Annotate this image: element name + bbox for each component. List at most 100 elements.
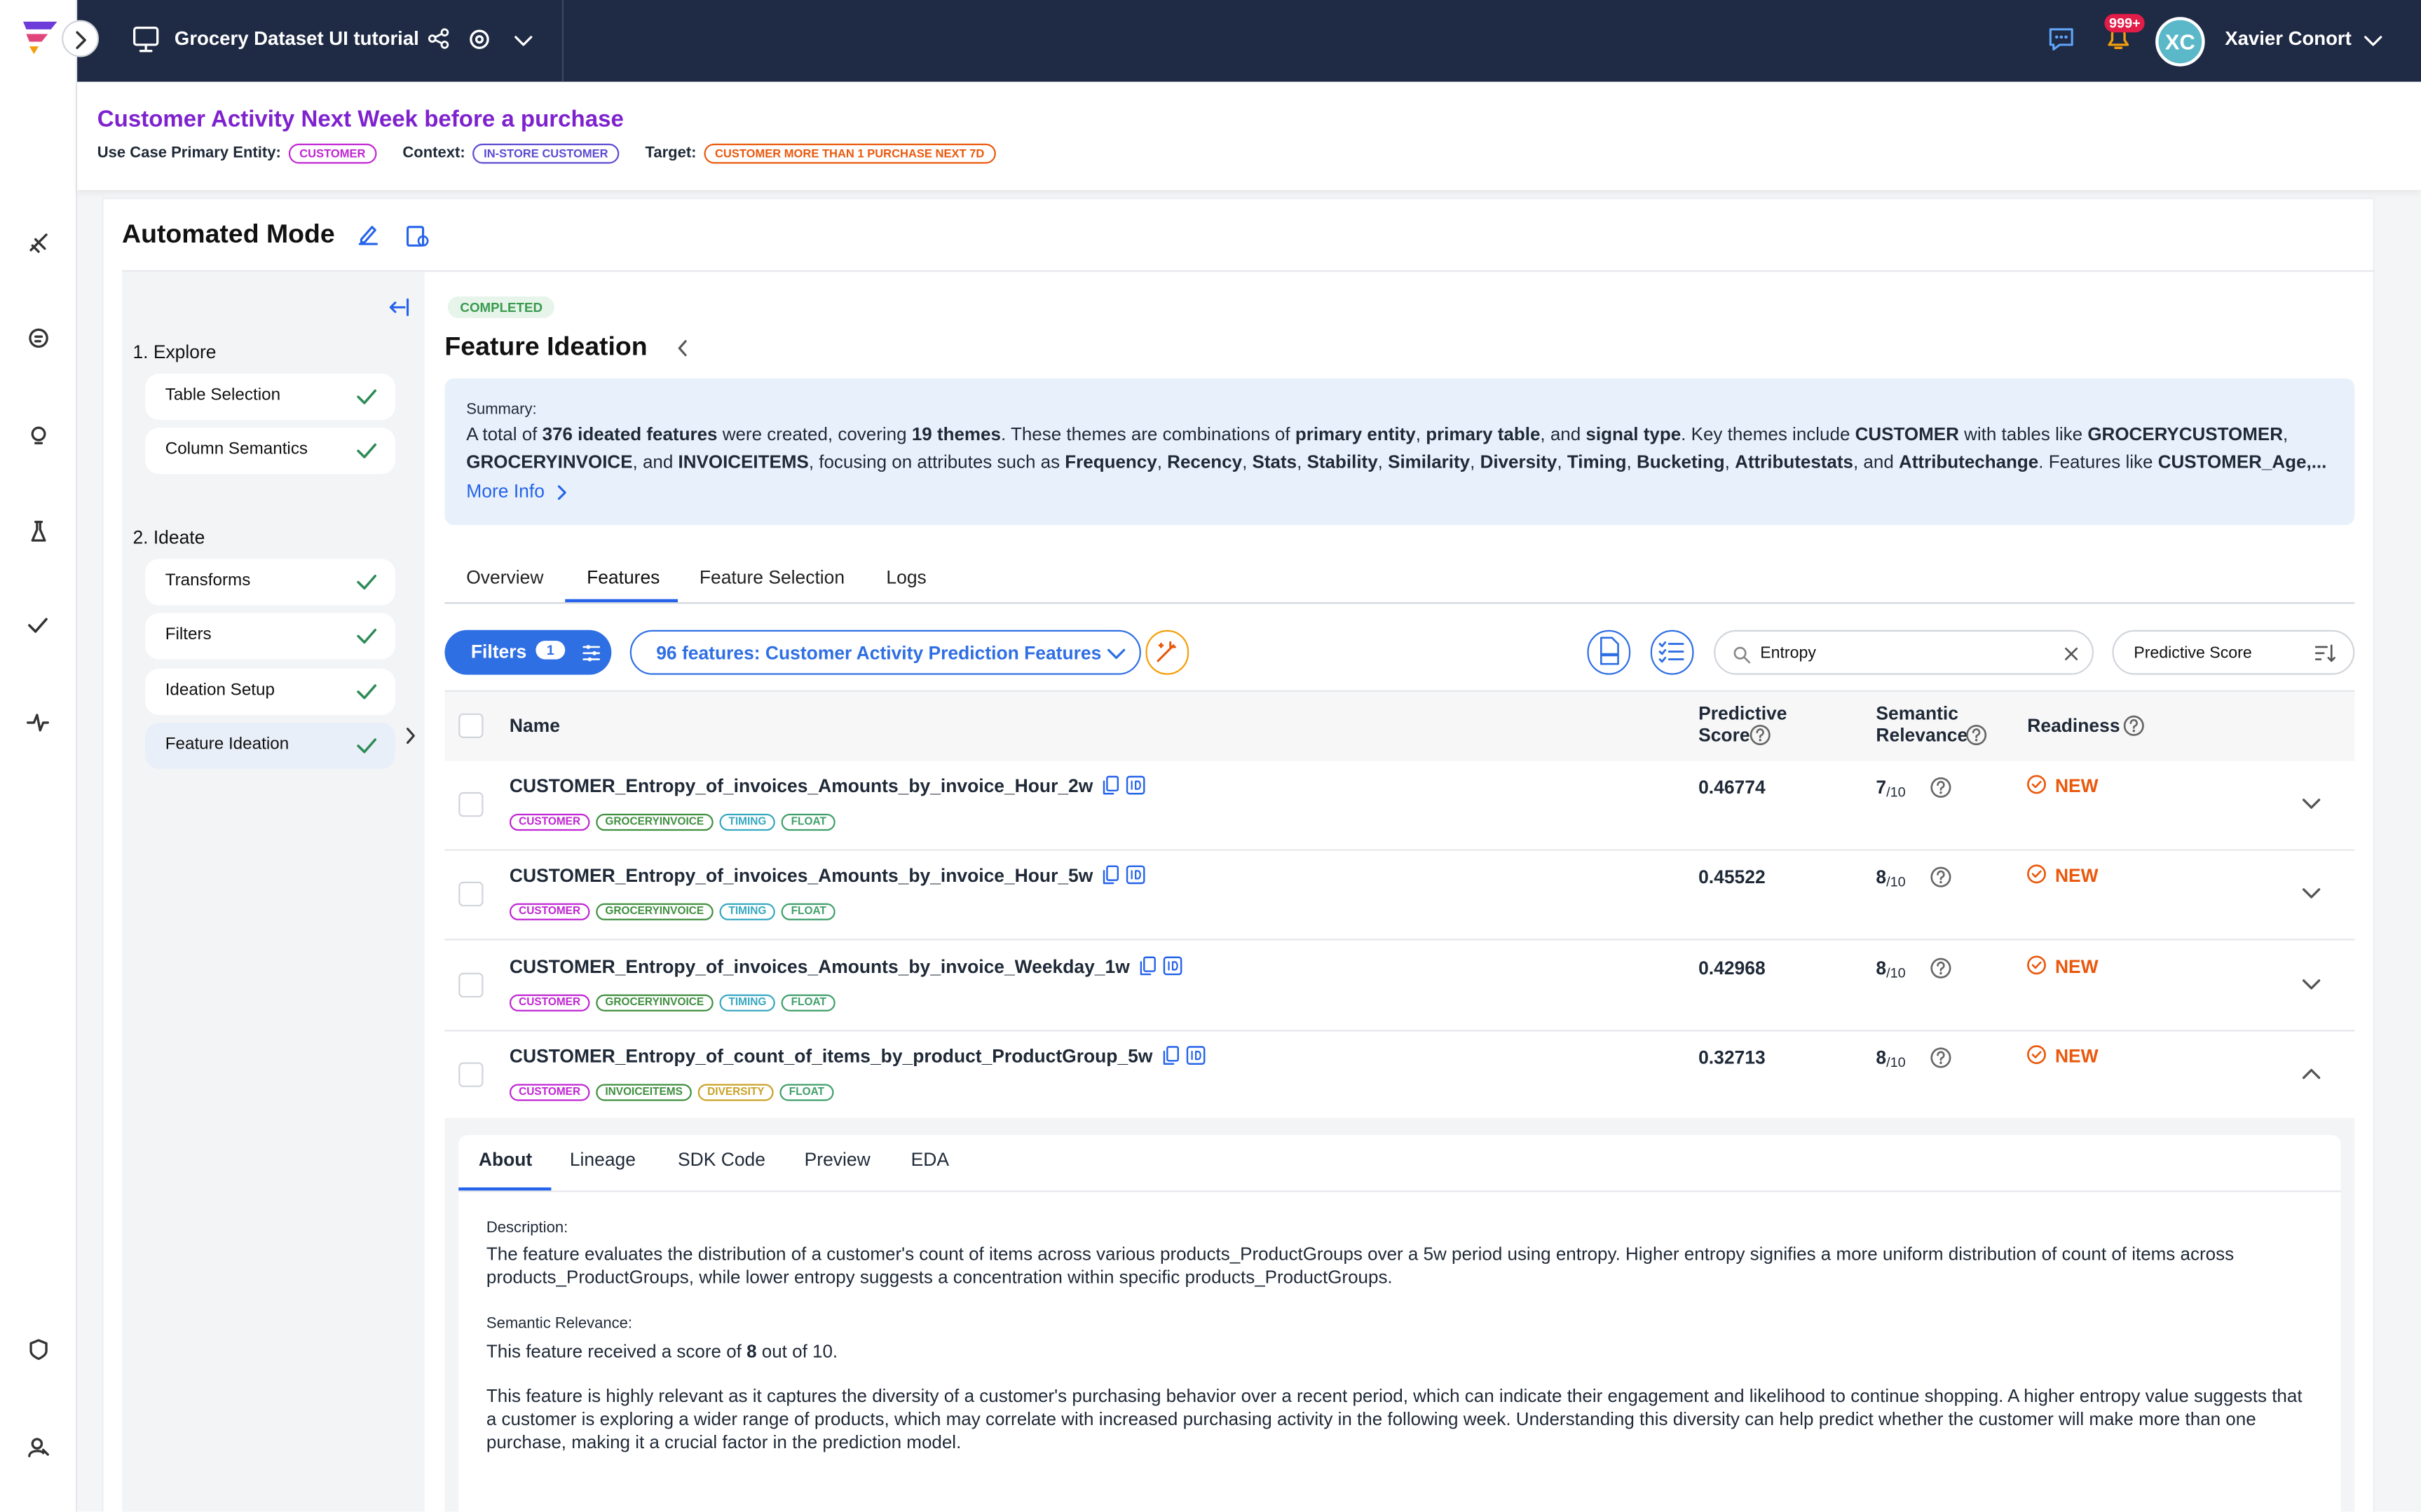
icon-part xyxy=(1185,1046,1205,1065)
checkbox[interactable] xyxy=(458,713,484,738)
checkbox[interactable] xyxy=(458,972,484,997)
col-score: Predictive Score xyxy=(1698,702,1787,746)
icon-part xyxy=(2302,1068,2321,1079)
id-icon[interactable] xyxy=(1126,775,1158,808)
filters-button[interactable]: Filters 1 xyxy=(444,629,612,675)
nav-icon[interactable] xyxy=(26,711,59,742)
menu-chevron[interactable] xyxy=(514,36,545,67)
checkbox[interactable] xyxy=(458,1062,484,1087)
top-bar xyxy=(77,0,2421,82)
nav-icon[interactable] xyxy=(28,1436,59,1467)
detail-tab[interactable]: About xyxy=(478,1148,533,1171)
help-icon[interactable] xyxy=(1930,866,1961,897)
nav-icon[interactable] xyxy=(28,231,59,262)
help-icon[interactable] xyxy=(1750,724,1780,755)
step-item[interactable]: Filters xyxy=(145,613,395,660)
share-icon[interactable] xyxy=(428,28,460,60)
sort-select[interactable]: Predictive Score xyxy=(2112,629,2355,675)
user-chevron[interactable] xyxy=(2364,36,2395,67)
help-icon[interactable] xyxy=(1930,957,1961,988)
checkbox[interactable] xyxy=(458,882,484,907)
tag-row: CUSTOMER GROCERYINVOICE TIMING FLOAT xyxy=(509,904,836,921)
detail-tab[interactable]: Lineage xyxy=(569,1148,636,1171)
icon-part xyxy=(428,34,437,43)
tab[interactable]: Feature Selection xyxy=(699,566,845,589)
icon-part xyxy=(23,21,57,29)
magic-button[interactable] xyxy=(1145,629,1189,675)
icon-part xyxy=(587,657,592,662)
copy-icon[interactable] xyxy=(1162,1046,1193,1077)
copy-icon[interactable] xyxy=(1139,955,1170,988)
expand-button[interactable] xyxy=(62,20,99,57)
icon-part xyxy=(1972,728,1981,738)
icon-part xyxy=(1163,955,1182,975)
edit-icon[interactable] xyxy=(357,224,388,254)
left-rail xyxy=(0,0,78,1512)
collapse-icon[interactable] xyxy=(389,298,420,329)
settings-icon[interactable] xyxy=(470,29,500,60)
summary-part: Attributestats xyxy=(1735,451,1853,473)
help-icon[interactable] xyxy=(1930,1047,1961,1077)
row-expand[interactable] xyxy=(2302,888,2333,919)
more-info[interactable]: More Info xyxy=(466,480,545,502)
icon-part xyxy=(2027,1044,2046,1064)
clipboard-icon[interactable] xyxy=(406,224,437,254)
row-icons xyxy=(1103,866,1149,885)
detail-tab[interactable]: SDK Code xyxy=(678,1148,765,1171)
step-item[interactable]: Column Semantics xyxy=(145,428,395,475)
nav-icon[interactable] xyxy=(28,520,59,551)
icon-part xyxy=(1937,780,1945,791)
step-item[interactable]: Transforms xyxy=(145,558,395,605)
step-item[interactable]: Ideation Setup xyxy=(145,667,395,714)
row-expand[interactable] xyxy=(2302,798,2333,829)
icon-part xyxy=(2031,960,2042,969)
copy-icon[interactable] xyxy=(1103,866,1133,897)
help-icon[interactable] xyxy=(2123,715,2154,746)
back-chevron[interactable] xyxy=(678,340,709,371)
copy-icon[interactable] xyxy=(1103,775,1133,808)
tag: GROCERYINVOICE xyxy=(596,904,714,921)
tab[interactable]: Logs xyxy=(886,566,927,589)
row-expand[interactable] xyxy=(2302,1068,2333,1099)
feature-name[interactable]: CUSTOMER_Entropy_of_invoices_Amounts_by_… xyxy=(509,865,1093,887)
detail-tab[interactable]: EDA xyxy=(911,1148,950,1171)
chat-icon[interactable] xyxy=(2049,28,2080,59)
icon-part xyxy=(2132,729,2136,733)
table-header xyxy=(444,690,2355,761)
icon-part xyxy=(1930,867,1951,888)
id-icon[interactable] xyxy=(1185,1046,1218,1077)
nav-icon[interactable] xyxy=(28,327,59,358)
clear-icon[interactable] xyxy=(2065,647,2096,679)
id-icon[interactable] xyxy=(1126,866,1158,897)
feature-name[interactable]: CUSTOMER_Entropy_of_invoices_Amounts_by_… xyxy=(509,775,1093,797)
checkbox[interactable] xyxy=(458,792,484,817)
id-icon[interactable] xyxy=(1163,955,1194,988)
feature-set-select[interactable]: 96 features: Customer Activity Predictio… xyxy=(629,629,1141,675)
nav-icon[interactable] xyxy=(28,616,59,647)
help-icon[interactable] xyxy=(1965,724,1996,755)
detail-tab[interactable]: Preview xyxy=(804,1148,871,1171)
search-box[interactable]: Entropy xyxy=(1714,629,2094,675)
nav-icon[interactable] xyxy=(28,1339,59,1370)
feature-name[interactable]: CUSTOMER_Entropy_of_invoices_Amounts_by_… xyxy=(509,955,1130,977)
predictive-score: 0.32713 xyxy=(1698,1047,1766,1069)
use-case-title[interactable]: Customer Activity Next Week before a pur… xyxy=(97,106,624,133)
tab[interactable]: Overview xyxy=(466,566,544,589)
nav-icon[interactable] xyxy=(28,425,59,456)
icon-part xyxy=(2031,780,2042,789)
row-expand[interactable] xyxy=(2302,979,2333,1009)
tab[interactable]: Features xyxy=(587,566,660,589)
list-button[interactable] xyxy=(1650,629,1694,675)
icon-part xyxy=(2031,1051,2042,1058)
feature-name[interactable]: CUSTOMER_Entropy_of_count_of_items_by_pr… xyxy=(509,1045,1153,1067)
help-icon[interactable] xyxy=(1930,777,1961,808)
avatar[interactable]: XC xyxy=(2155,17,2205,67)
mode-title: Automated Mode xyxy=(122,219,335,249)
step-arrow xyxy=(406,728,415,744)
csv-button[interactable] xyxy=(1587,629,1631,675)
tag: FLOAT xyxy=(782,813,836,831)
search-icon xyxy=(1733,646,1751,664)
step-item[interactable]: Table Selection xyxy=(145,374,395,421)
step-item[interactable]: Feature Ideation xyxy=(145,722,395,769)
feature-name-line: CUSTOMER_Entropy_of_invoices_Amounts_by_… xyxy=(509,955,1185,977)
